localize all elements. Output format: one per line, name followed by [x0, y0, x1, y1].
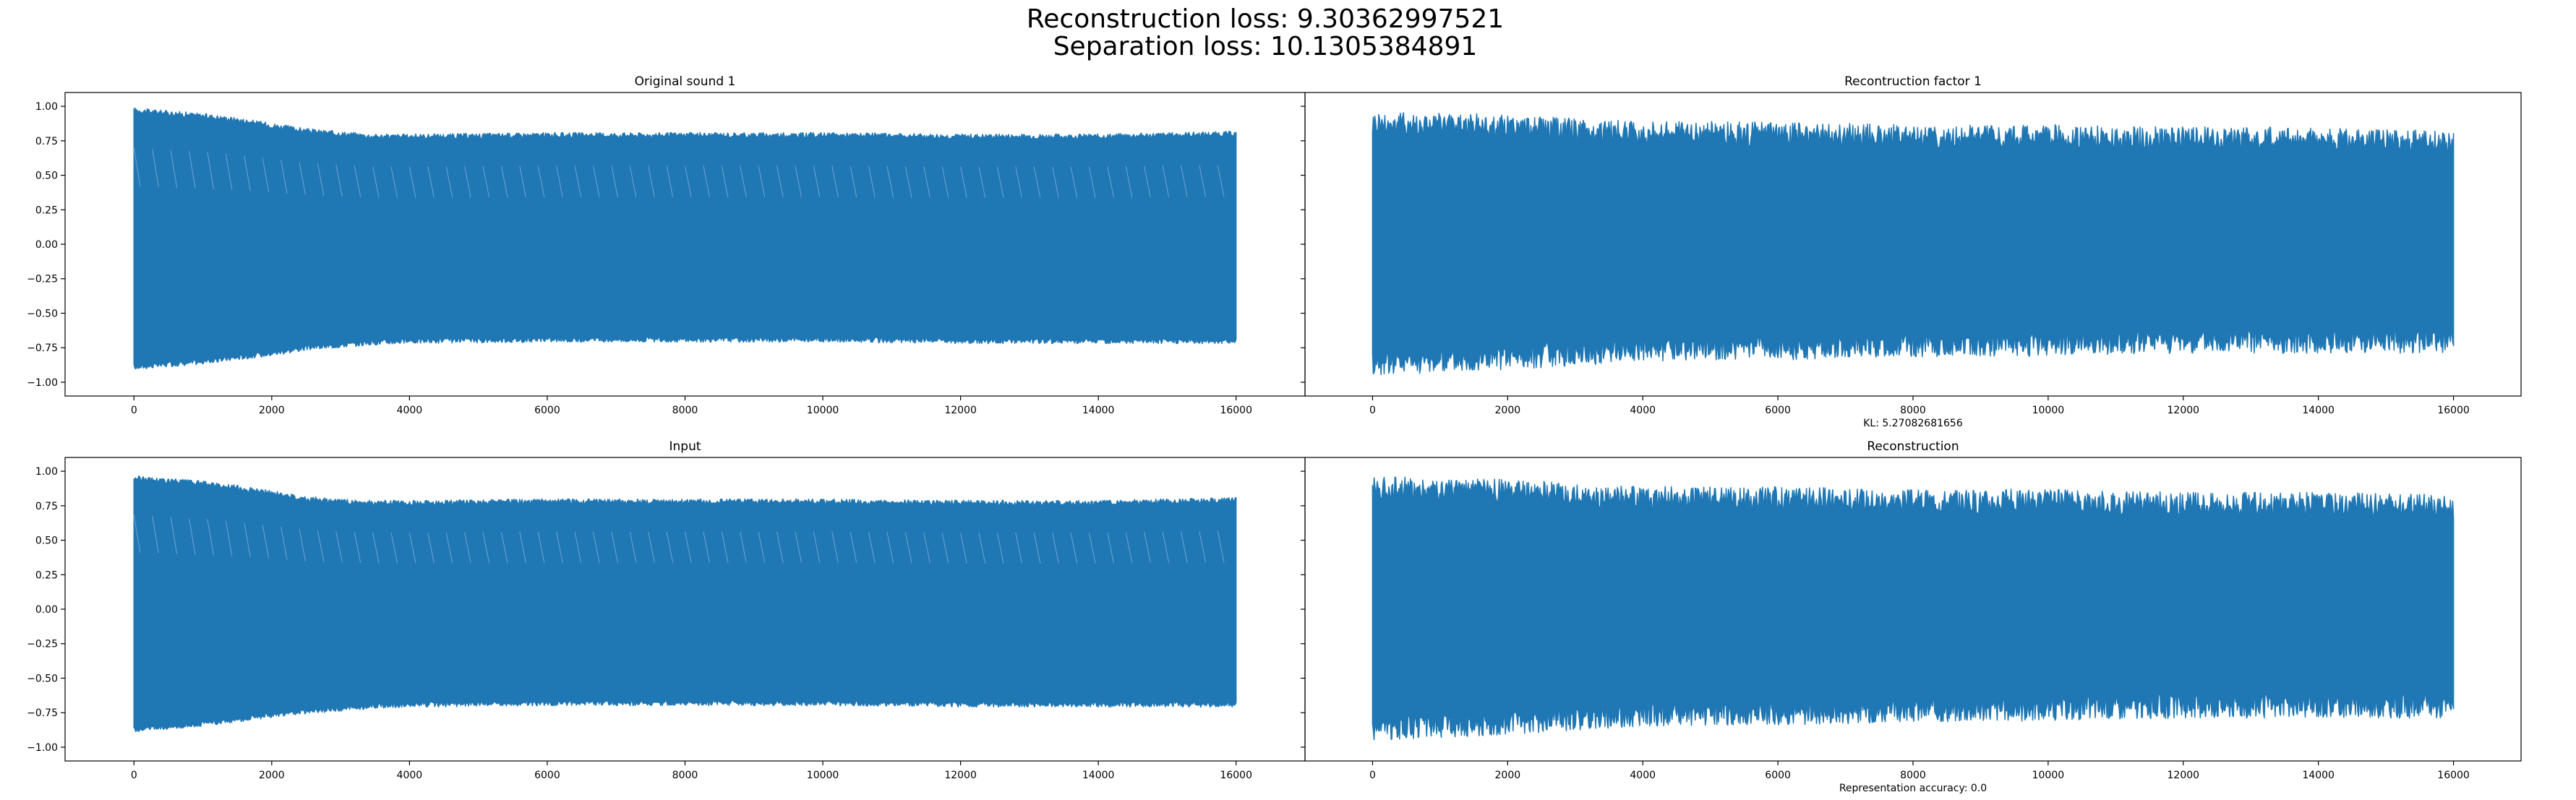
x-tick-label: 8000 [672, 405, 698, 416]
y-tick-label: 0.50 [35, 171, 58, 182]
x-tick-label: 16000 [1220, 770, 1252, 781]
x-tick-label: 0 [131, 770, 137, 781]
x-tick-label: 12000 [2168, 770, 2200, 781]
y-tick-label: −0.75 [27, 707, 58, 719]
y-tick-label: −0.50 [27, 308, 58, 319]
x-tick-label: 16000 [2437, 405, 2470, 416]
y-tick-label: 0.75 [35, 501, 58, 512]
waveform-series [133, 108, 1237, 370]
x-tick-label: 0 [131, 405, 137, 416]
waveform-series [133, 475, 1237, 733]
x-tick-label: 4000 [1630, 770, 1656, 781]
y-tick-label: 1.00 [35, 101, 58, 113]
x-tick-label: 8000 [1900, 405, 1926, 416]
waveform-striations [133, 515, 1225, 564]
waveform-series [1372, 112, 2455, 376]
x-tick-label: 12000 [2168, 405, 2200, 416]
x-tick-label: 10000 [807, 770, 839, 781]
panel-note: KL: 5.27082681656 [1863, 418, 1963, 429]
waveform-striations [133, 147, 1225, 198]
x-tick-label: 2000 [1495, 770, 1521, 781]
x-tick-label: 0 [1369, 770, 1376, 781]
y-tick-label: 0.25 [35, 569, 58, 581]
x-tick-label: 10000 [807, 405, 839, 416]
x-tick-label: 14000 [1082, 405, 1115, 416]
y-tick-label: 0.75 [35, 136, 58, 147]
x-tick-label: 12000 [944, 405, 977, 416]
y-tick-label: 1.00 [35, 466, 58, 478]
panel-reconstruction-factor: Recontruction factor 1 0 2000 4000 6000 8000 1… [1301, 74, 2522, 429]
y-tick-label: −0.50 [27, 673, 58, 684]
y-tick-label: −1.00 [27, 377, 58, 389]
waveform-series [1372, 476, 2455, 741]
suptitle-line-1: Reconstruction loss: 9.30362997521 [1027, 4, 1504, 34]
x-tick-label: 10000 [2032, 770, 2065, 781]
y-tick-label: 0.25 [35, 205, 58, 216]
panel-title: Original sound 1 [635, 74, 736, 89]
y-tick-label: 0.00 [35, 239, 58, 251]
panel-original-sound: Original sound 1 0 2000 4000 6000 8000 10000 12… [27, 74, 1306, 416]
x-tick-label: 14000 [2302, 770, 2335, 781]
panel-title: Input [669, 439, 701, 454]
x-tick-label: 10000 [2032, 405, 2065, 416]
x-tick-label: 4000 [397, 405, 423, 416]
suptitle-line-2: Separation loss: 10.1305384891 [1053, 32, 1478, 61]
x-tick-label: 8000 [1900, 770, 1926, 781]
x-tick-label: 16000 [1220, 405, 1252, 416]
x-tick-label: 16000 [2437, 770, 2470, 781]
x-tick-label: 14000 [1082, 770, 1115, 781]
x-tick-label: 2000 [259, 405, 285, 416]
y-tick-label: −0.25 [27, 274, 58, 285]
y-tick-label: 0.00 [35, 604, 58, 616]
y-tick-label: 0.50 [35, 536, 58, 547]
panel-title: Reconstruction [1867, 439, 1959, 454]
x-tick-label: 6000 [1765, 405, 1791, 416]
panel-input: Input 0 2000 4000 6000 8000 10000 12000 14000 160… [27, 439, 1306, 781]
x-tick-label: 4000 [397, 770, 423, 781]
x-tick-label: 2000 [259, 770, 285, 781]
x-tick-label: 0 [1369, 405, 1376, 416]
panel-title: Recontruction factor 1 [1844, 74, 1982, 89]
x-tick-label: 6000 [1765, 770, 1791, 781]
x-tick-label: 8000 [672, 770, 698, 781]
y-tick-label: −1.00 [27, 742, 58, 754]
x-tick-label: 4000 [1630, 405, 1656, 416]
x-tick-label: 6000 [534, 405, 560, 416]
x-tick-label: 6000 [534, 770, 560, 781]
x-tick-label: 2000 [1495, 405, 1521, 416]
panel-reconstruction: Reconstruction 0 2000 4000 6000 8000 10000 1200… [1301, 439, 2522, 794]
x-tick-label: 14000 [2302, 405, 2335, 416]
y-tick-label: −0.25 [27, 639, 58, 650]
x-tick-label: 12000 [944, 770, 977, 781]
y-tick-label: −0.75 [27, 343, 58, 354]
panel-note: Representation accuracy: 0.0 [1839, 783, 1987, 794]
